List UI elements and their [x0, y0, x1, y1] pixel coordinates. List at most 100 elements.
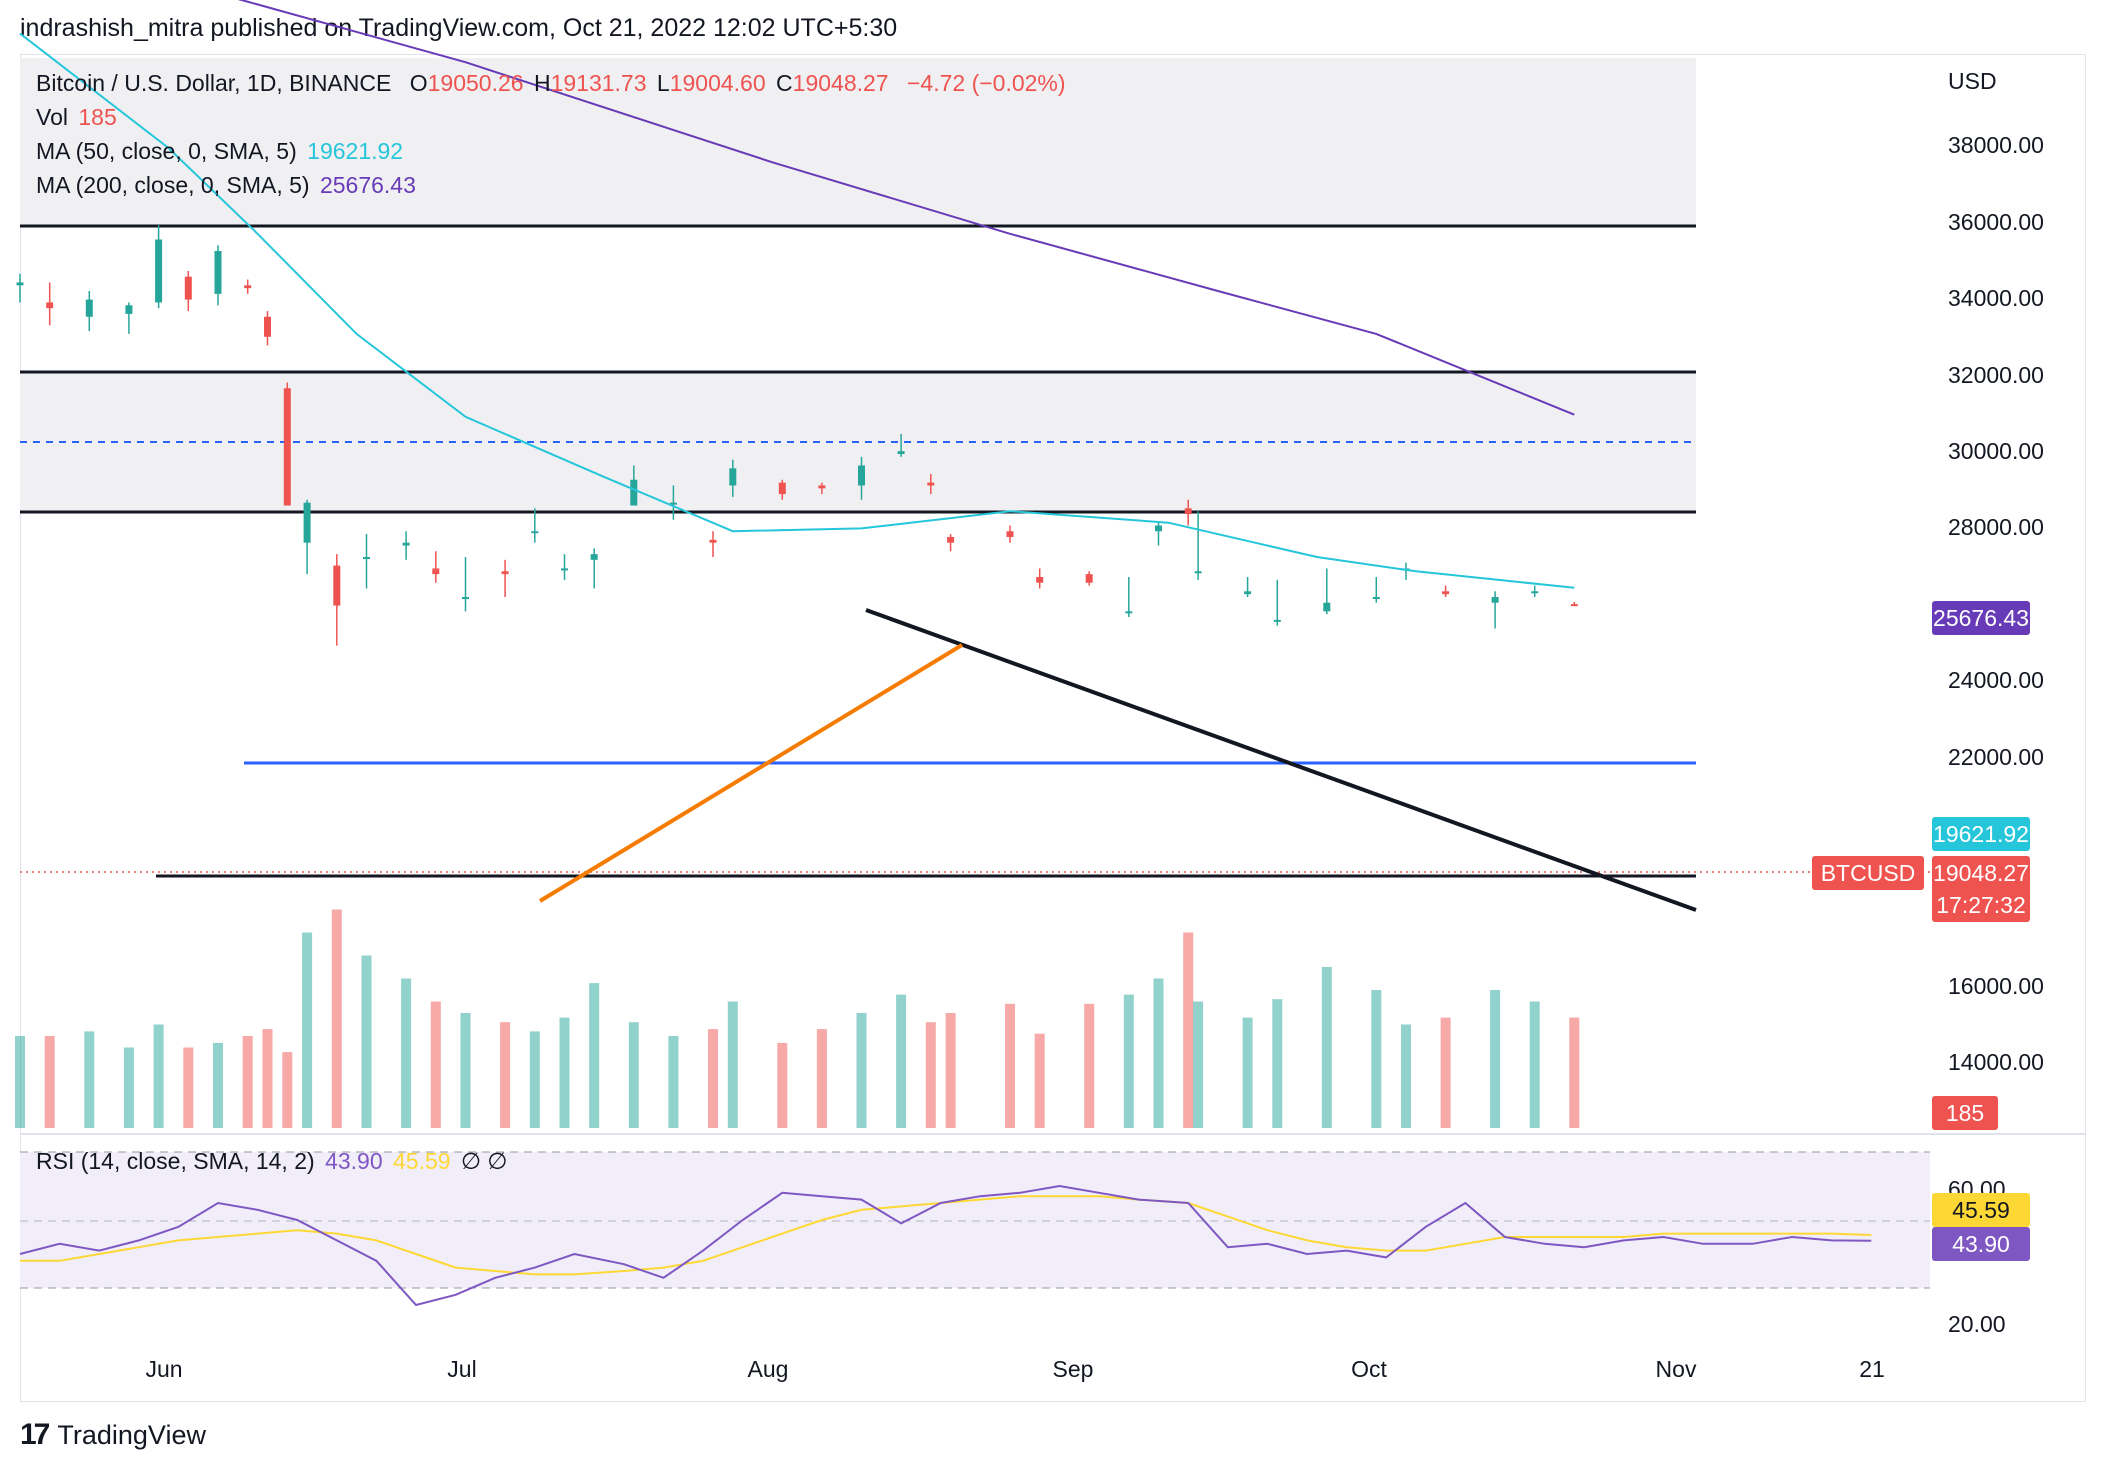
- volume-bar: [589, 983, 600, 1128]
- publish-info: indrashish_mitra published on TradingVie…: [20, 14, 898, 42]
- candle-body: [927, 482, 935, 486]
- candle-body: [16, 282, 24, 286]
- candles: [16, 225, 1578, 646]
- candle-body: [858, 465, 865, 486]
- volume-bar: [430, 1001, 441, 1128]
- candle-body: [264, 316, 271, 337]
- legend-ma50[interactable]: MA (50, close, 0, SMA, 5) 19621.92: [36, 138, 407, 165]
- candle-body: [125, 305, 133, 314]
- ma200-line: [237, 0, 1575, 416]
- volume-bar: [401, 978, 412, 1128]
- legend-c-label: C: [776, 70, 793, 96]
- volume-bar: [559, 1017, 570, 1128]
- volume-bar: [44, 1036, 55, 1128]
- volume-bar: [708, 1029, 718, 1128]
- volume-bar: [1183, 932, 1194, 1128]
- volume-bar: [242, 1036, 253, 1128]
- x-tick-oct: Oct: [1351, 1356, 1387, 1382]
- candle-body: [1194, 571, 1202, 574]
- y-tick: 38000.00: [1948, 132, 2044, 158]
- volume-bar: [1272, 999, 1283, 1128]
- volume-bar: [331, 909, 342, 1128]
- tradingview-brand: TradingView: [57, 1419, 206, 1450]
- volume-bar: [816, 1029, 827, 1128]
- candle-body: [1531, 591, 1539, 594]
- axis-currency: USD: [1948, 68, 1997, 94]
- y-tick: 14000.00: [1948, 1049, 2044, 1075]
- candle-body: [561, 568, 568, 571]
- volume-bar: [529, 1031, 540, 1128]
- candle-body: [303, 502, 311, 543]
- ma200-price-tag: 25676.43: [1932, 601, 2030, 635]
- candle-body: [729, 468, 737, 486]
- legend-rsi-label: RSI (14, close, SMA, 14, 2): [36, 1148, 315, 1174]
- legend-ma50-label: MA (50, close, 0, SMA, 5): [36, 138, 297, 164]
- volume-bar: [628, 1022, 639, 1128]
- candle-body: [1184, 508, 1192, 515]
- ma50-price-tag: 19621.92: [1932, 817, 2030, 851]
- x-tick-jun: Jun: [145, 1356, 183, 1382]
- candle-body: [1323, 602, 1331, 612]
- volume-bar: [1034, 1033, 1045, 1128]
- rsi-sma-tag: 45.59: [1932, 1193, 2030, 1227]
- descending-trendline[interactable]: [865, 608, 1697, 912]
- legend-change: −4.72 (−0.02%): [906, 70, 1066, 96]
- volume-bar: [262, 1029, 273, 1128]
- y-tick: 32000.00: [1948, 362, 2044, 388]
- x-tick-aug: Aug: [747, 1356, 789, 1382]
- ma50-line: [19, 32, 1575, 589]
- legend-ma200-label: MA (200, close, 0, SMA, 5): [36, 172, 310, 198]
- legend-rsi-extra: ∅ ∅: [460, 1148, 508, 1174]
- candle-body: [333, 565, 341, 606]
- x-tick-nov: Nov: [1655, 1356, 1697, 1382]
- candle-body: [1155, 525, 1162, 532]
- legend-vol-value: 185: [78, 104, 117, 130]
- legend-rsi[interactable]: RSI (14, close, SMA, 14, 2) 43.90 45.59 …: [36, 1148, 511, 1175]
- volume-bar: [1321, 967, 1332, 1128]
- volume-bar: [856, 1013, 867, 1128]
- volume-tag: 185: [1932, 1096, 1998, 1130]
- chart-frame[interactable]: [20, 54, 2086, 1402]
- candle-body: [244, 285, 252, 289]
- candle-countdown-tag: 17:27:32: [1932, 888, 2030, 922]
- candle-body: [630, 479, 638, 506]
- candle-body: [155, 239, 163, 303]
- candle-body: [1244, 591, 1252, 595]
- ascending-trendline[interactable]: [538, 643, 964, 903]
- y-tick: 16000.00: [1948, 973, 2044, 999]
- tradingview-logo-icon: 17: [20, 1418, 50, 1451]
- volume-bar: [1193, 1001, 1204, 1128]
- y-tick: 30000.00: [1948, 438, 2044, 464]
- candle-body: [1372, 597, 1380, 600]
- candle-body: [85, 299, 93, 317]
- candle-body: [1085, 574, 1093, 583]
- x-tick-sep: Sep: [1052, 1356, 1094, 1382]
- legend-ma200-value: 25676.43: [319, 172, 416, 198]
- candle-body: [432, 568, 440, 575]
- legend-symbol[interactable]: Bitcoin / U.S. Dollar, 1D, BINANCE: [36, 70, 392, 96]
- candle-body: [1570, 604, 1578, 607]
- candle-body: [1036, 577, 1044, 583]
- volume-bar: [1529, 1001, 1540, 1128]
- candle-body: [402, 542, 410, 546]
- legend-volume[interactable]: Vol 185: [36, 104, 121, 131]
- tradingview-logo[interactable]: 17 TradingView: [20, 1418, 206, 1452]
- volume-bar: [668, 1036, 679, 1128]
- rsi-panel-bg: [20, 1152, 1930, 1288]
- legend-ma50-value: 19621.92: [307, 138, 404, 164]
- candle-body: [184, 276, 192, 300]
- candle-body: [897, 451, 905, 455]
- legend-ma200[interactable]: MA (200, close, 0, SMA, 5) 25676.43: [36, 172, 420, 199]
- volume-bar: [945, 1013, 956, 1128]
- legend-high: 19131.73: [550, 70, 647, 96]
- volume-bar: [282, 1052, 293, 1128]
- legend-main: Bitcoin / U.S. Dollar, 1D, BINANCE O1905…: [36, 70, 1070, 97]
- y-tick: 24000.00: [1948, 667, 2044, 693]
- volume-bar: [1401, 1024, 1411, 1128]
- legend-o-label: O: [409, 70, 428, 96]
- rsi-tick: 20.00: [1948, 1311, 2006, 1337]
- x-tick-21: 21: [1859, 1356, 1885, 1382]
- candle-body: [1442, 591, 1450, 595]
- candle-body: [1273, 619, 1281, 622]
